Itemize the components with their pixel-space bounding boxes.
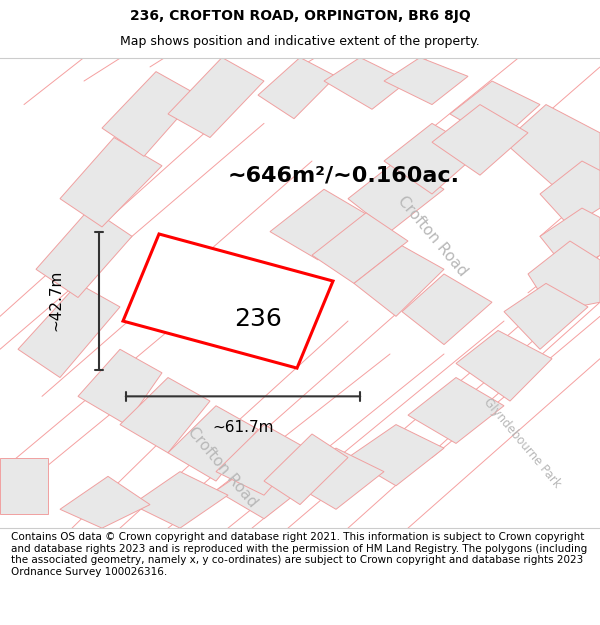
Polygon shape: [168, 58, 264, 138]
Polygon shape: [216, 458, 312, 519]
Polygon shape: [258, 58, 336, 119]
Polygon shape: [270, 189, 372, 260]
Text: Contains OS data © Crown copyright and database right 2021. This information is : Contains OS data © Crown copyright and d…: [11, 532, 587, 577]
Polygon shape: [324, 58, 408, 109]
Polygon shape: [540, 208, 600, 274]
Text: 236, CROFTON ROAD, ORPINGTON, BR6 8JQ: 236, CROFTON ROAD, ORPINGTON, BR6 8JQ: [130, 9, 470, 23]
Polygon shape: [168, 406, 258, 481]
Polygon shape: [432, 104, 528, 175]
Polygon shape: [0, 458, 48, 514]
Polygon shape: [36, 208, 132, 298]
Polygon shape: [18, 283, 120, 378]
Polygon shape: [60, 138, 162, 227]
Polygon shape: [504, 283, 588, 349]
Polygon shape: [504, 104, 600, 184]
Polygon shape: [540, 161, 600, 227]
Polygon shape: [348, 161, 444, 232]
Polygon shape: [408, 378, 504, 443]
Polygon shape: [384, 58, 468, 104]
Text: 236: 236: [234, 307, 282, 331]
Polygon shape: [132, 472, 228, 528]
Polygon shape: [78, 349, 162, 424]
Text: ~42.7m: ~42.7m: [48, 269, 63, 331]
Polygon shape: [456, 331, 552, 401]
Polygon shape: [102, 72, 198, 156]
Text: ~646m²/~0.160ac.: ~646m²/~0.160ac.: [228, 165, 460, 185]
Polygon shape: [288, 448, 384, 509]
Text: Crofton Road: Crofton Road: [394, 193, 470, 279]
Polygon shape: [312, 213, 408, 283]
Polygon shape: [120, 378, 210, 453]
Polygon shape: [354, 246, 444, 316]
Polygon shape: [528, 241, 600, 312]
Polygon shape: [384, 123, 480, 194]
Text: Map shows position and indicative extent of the property.: Map shows position and indicative extent…: [120, 35, 480, 48]
Polygon shape: [402, 274, 492, 344]
Polygon shape: [450, 81, 540, 142]
Polygon shape: [216, 424, 306, 495]
Text: ~61.7m: ~61.7m: [212, 420, 274, 435]
Polygon shape: [123, 234, 333, 368]
Text: Glyndebourne Park: Glyndebourne Park: [481, 396, 563, 491]
Polygon shape: [264, 434, 348, 504]
Polygon shape: [60, 476, 150, 528]
Text: Crofton Road: Crofton Road: [184, 424, 260, 510]
Polygon shape: [348, 424, 444, 486]
